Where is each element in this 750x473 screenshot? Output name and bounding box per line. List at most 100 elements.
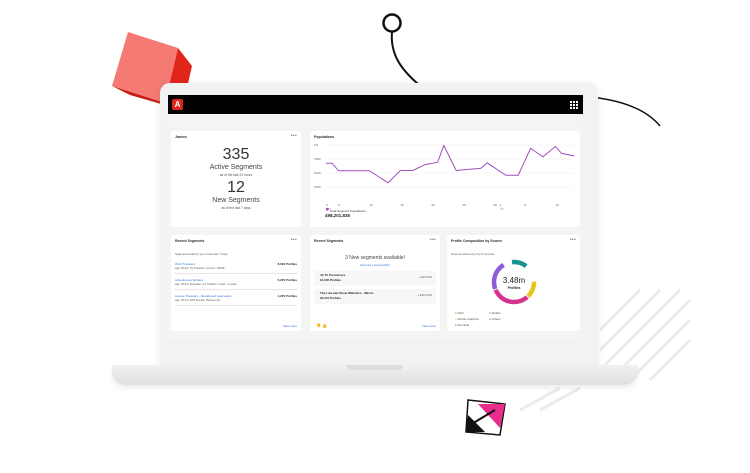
data-point <box>387 182 389 184</box>
data-point <box>530 148 531 149</box>
donut-segment <box>491 262 505 290</box>
segment-count: 10,000 Profiles <box>320 278 342 282</box>
segment-name-link[interactable]: Adventurous families <box>175 278 203 282</box>
donut-segment <box>493 288 529 305</box>
more-icon[interactable]: ••• <box>290 133 297 139</box>
x-tick-label: 5 <box>338 203 340 207</box>
more-icon[interactable]: ••• <box>569 237 576 243</box>
chart-title: Populations <box>314 135 335 139</box>
legend-label: Total Segment Populations <box>330 209 366 213</box>
adobe-logo-icon[interactable]: A <box>172 99 183 110</box>
segment-count: 8,000 Profiles <box>277 262 297 266</box>
segment-name: 4d TV Purchasers <box>320 273 346 277</box>
dashboard-screen: A Janees ••• 335 Active Segments as of t… <box>168 95 583 340</box>
new-segment-row[interactable]: 4d TV Purchasers 10,000 Profiles ● 5/8 1… <box>314 271 436 286</box>
data-point <box>437 162 438 163</box>
stripe-pattern <box>519 288 692 412</box>
series-line <box>326 144 575 184</box>
data-point <box>331 162 333 164</box>
segment-name: The Late late Show Watchers - Illinois <box>320 291 374 295</box>
active-label: Active Segments <box>209 164 263 171</box>
y-tick-label: 250K <box>314 185 321 189</box>
x-tick-label: 1 <box>500 203 502 207</box>
legend-swatch: ● <box>489 317 492 321</box>
view-more-link[interactable]: View more <box>282 324 297 328</box>
card-title: Recent Segments <box>175 239 205 243</box>
why-link[interactable]: How are I seeing this? <box>360 263 390 267</box>
data-point <box>369 170 370 172</box>
data-point <box>561 153 562 154</box>
legend-swatch: ● <box>455 317 458 321</box>
data-point <box>325 162 327 164</box>
profile-composition-card: Profile Composition by Source ••• Source… <box>447 235 580 331</box>
x-tick-label: 5 <box>524 203 526 207</box>
card-title: Profile Composition by Source <box>451 239 503 243</box>
donut-chart <box>491 259 537 305</box>
segment-desc: Age: 25-34 | Tty Travelers, income > $10… <box>175 267 225 270</box>
legend-swatch: ● <box>455 311 458 315</box>
data-point <box>424 164 426 165</box>
legend-swatch: ● <box>489 311 492 315</box>
donut-segment <box>511 259 528 269</box>
new-segment-row[interactable]: The Late late Show Watchers - Illinois 2… <box>314 289 436 304</box>
segment-status: ● 5/8 10:16 <box>418 276 432 279</box>
populations-chart: 1M 750K 500K 250K 3 June 5 10 15 20 25 301 July 5 10 <box>314 143 575 211</box>
profile-label: Profiles <box>507 286 521 290</box>
x-tick-label: 10 <box>555 203 559 207</box>
feedback-icons[interactable]: 👎 👍 <box>316 323 328 328</box>
profile-total: 3.48m <box>502 276 526 285</box>
y-tick-label: 1M <box>314 143 319 147</box>
segment-status: ● 2/28 10:16 <box>417 294 432 297</box>
y-tick-label: 750K <box>314 157 321 161</box>
x-tick-label: 20 <box>431 203 435 207</box>
data-point <box>443 145 445 146</box>
x-tick-label: 3 <box>326 203 328 207</box>
legend-item: ● Web <box>455 311 464 315</box>
top-bar: A <box>168 95 583 114</box>
more-icon[interactable]: ••• <box>290 237 297 243</box>
x-tick-label: 25 <box>462 203 466 207</box>
app-grid-icon[interactable] <box>570 101 578 109</box>
segment-count: 5,205 Profiles <box>277 278 297 282</box>
data-point <box>400 170 401 171</box>
new-headline: 3 New segments available! <box>345 255 405 261</box>
total-population: 498,201,835 <box>325 213 351 218</box>
legend-item: ● Mobile <box>489 311 501 315</box>
more-icon[interactable]: ••• <box>429 237 436 243</box>
x-tick-label: 15 <box>400 203 404 207</box>
data-point <box>517 174 519 176</box>
view-more-link[interactable]: View more <box>421 324 436 328</box>
segment-count: 20,201 Profiles <box>320 296 342 300</box>
summary-card: Janees ••• 335 Active Segments as of the… <box>171 131 301 227</box>
card-subtitle: Sources shown by top 5 sources <box>451 252 495 256</box>
x-tick-month: July <box>500 209 505 211</box>
new-count: 12 <box>227 179 245 196</box>
circle-pin <box>382 13 402 33</box>
brand-badge-illustration <box>465 399 506 436</box>
laptop-notch <box>347 365 403 370</box>
legend-item: ● Others <box>489 317 501 321</box>
card-title: Janees <box>175 135 187 139</box>
segment-name-link[interactable]: Leisure Travelers - Abandoned reservatio… <box>175 294 232 298</box>
new-label: New Segments <box>212 197 260 204</box>
data-point <box>480 167 482 169</box>
data-point <box>412 170 414 171</box>
segment-desc: Age: 35-44 | 40% Female, Platinum tier <box>175 299 221 302</box>
card-title: Recent Segments <box>314 239 344 243</box>
new-sub: as of the last 7 days <box>221 206 251 210</box>
laptop-base <box>112 365 638 385</box>
legend-item: ● Adobe Analytics <box>455 317 479 321</box>
data-point <box>486 162 488 164</box>
x-tick-month: June <box>326 209 332 211</box>
donut-segment <box>526 281 537 298</box>
active-sub: as of the last 24 hours <box>219 173 253 177</box>
segment-desc: Age: 35-44 | Suburban, 2-4 Children, Tra… <box>175 283 237 286</box>
data-point <box>555 146 556 147</box>
data-point <box>542 156 544 158</box>
x-tick-label: 10 <box>369 203 373 207</box>
active-count: 335 <box>222 146 250 163</box>
segment-name-link[interactable]: Wi-Fi Travelers <box>175 262 196 266</box>
y-tick-label: 500K <box>314 171 321 175</box>
legend-swatch: ● <box>455 323 458 327</box>
